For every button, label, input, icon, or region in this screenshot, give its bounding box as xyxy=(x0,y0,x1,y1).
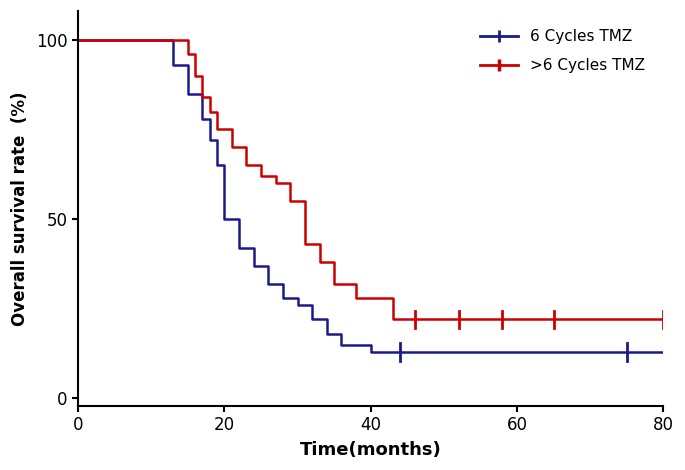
Y-axis label: Overall survival rate  (%): Overall survival rate (%) xyxy=(11,91,29,326)
Legend: 6 Cycles TMZ, >6 Cycles TMZ: 6 Cycles TMZ, >6 Cycles TMZ xyxy=(473,24,651,79)
X-axis label: Time(months): Time(months) xyxy=(300,441,442,459)
